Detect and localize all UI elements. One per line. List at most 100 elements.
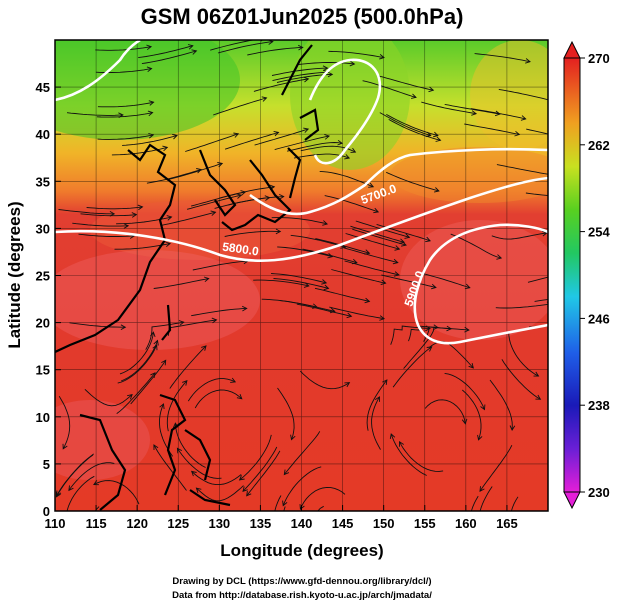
streamline bbox=[299, 486, 346, 510]
streamline-arrowhead bbox=[351, 258, 358, 265]
streamline bbox=[379, 112, 431, 137]
y-tick-label: 10 bbox=[36, 410, 50, 425]
streamline-arrowhead bbox=[176, 447, 183, 454]
streamline bbox=[290, 234, 346, 248]
streamline-arrowhead bbox=[148, 100, 155, 106]
streamline bbox=[331, 269, 386, 284]
x-tick-label: 150 bbox=[373, 516, 395, 531]
streamline bbox=[408, 325, 452, 342]
streamline-arrowhead bbox=[464, 326, 470, 333]
streamline bbox=[501, 359, 541, 400]
streamline-arrowhead bbox=[327, 71, 334, 78]
streamline bbox=[298, 62, 355, 65]
chart-title: GSM 06Z01Jun2025 (500.0hPa) bbox=[141, 4, 464, 29]
streamline-arrowhead bbox=[62, 443, 68, 450]
contour-label-5800: 5800.0 bbox=[221, 240, 260, 259]
streamline bbox=[386, 171, 440, 192]
streamline-arrowhead bbox=[520, 115, 527, 121]
streamline-arrowhead bbox=[191, 49, 198, 55]
streamline-arrowhead bbox=[324, 134, 331, 140]
streamline bbox=[328, 50, 385, 59]
streamline bbox=[444, 103, 500, 115]
streamline-arrowhead bbox=[426, 346, 433, 352]
streamline bbox=[117, 345, 158, 384]
streamline-arrowhead bbox=[344, 154, 351, 160]
streamline bbox=[274, 135, 330, 151]
x-tick-label: 110 bbox=[45, 516, 66, 531]
streamline bbox=[299, 370, 350, 390]
streamline bbox=[146, 169, 202, 184]
streamline-arrowhead bbox=[494, 110, 501, 117]
streamline-arrowhead bbox=[581, 323, 586, 328]
streamline-arrowhead bbox=[148, 132, 155, 139]
streamline bbox=[196, 485, 244, 502]
streamline bbox=[343, 247, 398, 264]
streamline-arrowhead bbox=[404, 233, 411, 239]
streamline-arrowhead bbox=[322, 65, 329, 71]
streamline bbox=[371, 396, 381, 450]
streamline-arrowhead bbox=[346, 312, 353, 319]
streamline-arrowhead bbox=[468, 362, 474, 369]
streamline bbox=[314, 287, 370, 302]
coastlines bbox=[55, 44, 320, 511]
streamline bbox=[315, 238, 370, 254]
x-tick-label: 155 bbox=[414, 516, 436, 531]
streamline bbox=[66, 112, 123, 116]
streamline-arrowhead bbox=[364, 249, 371, 255]
streamline-arrowhead bbox=[514, 130, 521, 137]
streamline-arrowhead bbox=[217, 162, 224, 168]
streamline bbox=[496, 164, 548, 175]
streamline-arrowhead bbox=[479, 486, 485, 492]
streamline-arrowhead bbox=[147, 110, 154, 117]
streamline bbox=[399, 441, 444, 472]
y-tick-label: 45 bbox=[36, 80, 50, 95]
streamline bbox=[444, 372, 485, 410]
streamline-arrowhead bbox=[275, 228, 282, 235]
streamline bbox=[282, 466, 322, 506]
streamline-arrowhead bbox=[201, 345, 207, 351]
streamline bbox=[345, 233, 400, 250]
streamline bbox=[381, 274, 437, 288]
colorbar-tick-label: 246 bbox=[588, 311, 610, 326]
streamline bbox=[247, 46, 303, 56]
colorbar-tick-label: 262 bbox=[588, 138, 610, 153]
streamline bbox=[116, 216, 172, 225]
streamline-arrowhead bbox=[261, 96, 268, 102]
streamline-arrowhead bbox=[329, 307, 336, 314]
streamline-arrowhead bbox=[230, 377, 237, 383]
streamline bbox=[224, 131, 279, 150]
x-tick-label: 130 bbox=[208, 516, 230, 531]
streamline-arrowhead bbox=[236, 193, 243, 199]
streamline bbox=[350, 225, 405, 243]
streamline-arrowhead bbox=[146, 66, 153, 73]
streamline-arrowhead bbox=[123, 223, 130, 229]
streamline bbox=[271, 67, 328, 76]
streamline bbox=[253, 279, 309, 287]
streamline bbox=[224, 230, 281, 237]
streamline-arrowhead bbox=[541, 230, 548, 237]
credit-line-2: Data from http://database.rish.kyoto-u.a… bbox=[172, 590, 432, 601]
streamline bbox=[153, 278, 209, 289]
map-plot-area: 5800.0 5700.0 5900.0 bbox=[55, 40, 586, 511]
streamline-arrowhead bbox=[211, 317, 218, 324]
x-tick-label: 140 bbox=[291, 516, 313, 531]
y-tick-label: 20 bbox=[36, 316, 50, 331]
streamline bbox=[279, 300, 335, 312]
streamline-arrowhead bbox=[150, 372, 156, 378]
streamline-arrowhead bbox=[55, 491, 61, 498]
streamline-arrowhead bbox=[432, 131, 439, 138]
streamline bbox=[80, 213, 137, 217]
streamline-arrowhead bbox=[159, 403, 165, 410]
streamline-arrowhead bbox=[496, 254, 503, 260]
streamline bbox=[84, 388, 133, 407]
y-tick-label: 40 bbox=[36, 127, 50, 142]
x-tick-label: 160 bbox=[455, 516, 477, 531]
streamline bbox=[97, 134, 154, 140]
streamline bbox=[56, 454, 94, 498]
streamline-arrowhead bbox=[203, 276, 210, 283]
streamline bbox=[95, 46, 152, 51]
y-tick-label: 30 bbox=[36, 221, 50, 236]
streamline-arrowhead bbox=[393, 271, 400, 277]
streamline-arrowhead bbox=[182, 379, 188, 386]
streamline-arrowhead bbox=[153, 339, 159, 346]
